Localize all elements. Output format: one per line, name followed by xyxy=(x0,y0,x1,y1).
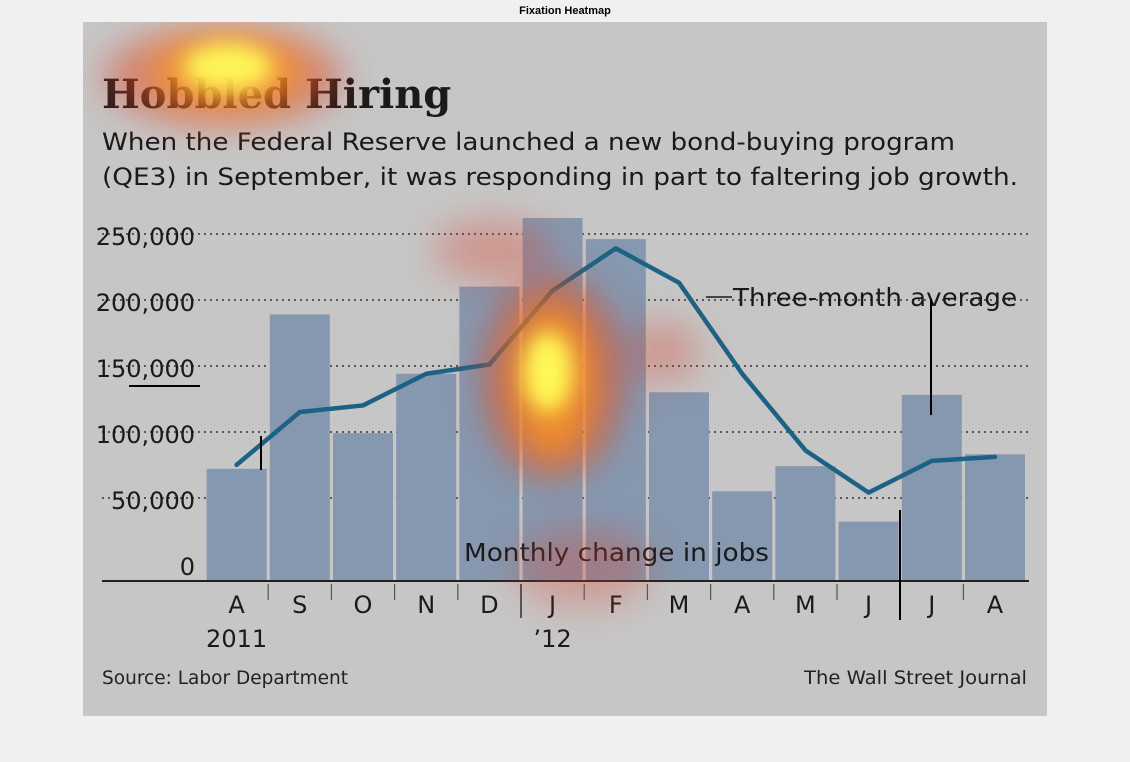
bar xyxy=(649,392,709,581)
y-tick-label: 250,000 xyxy=(96,223,195,251)
x-tick-label: O xyxy=(354,591,373,619)
y-tick-label: 100,000 xyxy=(96,421,195,449)
x-tick-label: A xyxy=(987,591,1004,619)
y-axis-tick-labels: 0 50,000 100,000 150,000 200,000 250,000 xyxy=(96,223,195,581)
credit-note: The Wall Street Journal xyxy=(803,667,1027,689)
average-line-path xyxy=(234,246,998,495)
bars xyxy=(206,218,1025,581)
fixation-blob-title-hot xyxy=(183,43,273,91)
chart-subtitle-line-1: When the Federal Reserve launched a new … xyxy=(102,128,955,156)
y-tick-label: 200,000 xyxy=(96,289,195,317)
fixation-blob-right xyxy=(627,322,699,382)
line-series-label: Three-month average xyxy=(732,283,1017,312)
bar xyxy=(206,468,267,581)
x-tick-label: J xyxy=(547,591,556,619)
chart-panel: Hobbled Hiring When the Federal Reserve … xyxy=(83,22,1047,716)
x-tick-label: J xyxy=(926,591,935,619)
x-tick-label: J xyxy=(863,591,872,619)
chart-subtitle-line-2: (QE3) in September, it was responding in… xyxy=(102,163,1018,191)
x-tick-label: D xyxy=(480,591,498,619)
bar xyxy=(838,521,899,581)
fixation-heatmap xyxy=(103,29,699,607)
figure-title: Fixation Heatmap xyxy=(519,5,611,17)
bar xyxy=(775,466,836,581)
fixation-blob-center-hot xyxy=(524,332,572,412)
bar xyxy=(269,314,330,581)
y-tick-label: 150,000 xyxy=(96,355,195,383)
average-line xyxy=(234,246,998,495)
bar xyxy=(396,373,457,581)
x-tick-label: M xyxy=(795,591,816,619)
fixation-blob-lower xyxy=(513,527,653,607)
bar xyxy=(965,454,1025,581)
bar xyxy=(712,491,773,581)
bar xyxy=(333,433,393,581)
y-tick-label: 50,000 xyxy=(111,487,195,515)
x-tick-label: M xyxy=(669,591,690,619)
annotation-strokes xyxy=(129,299,932,620)
x-year-label: 2011 xyxy=(206,625,267,653)
jobs-chart: Hobbled Hiring When the Federal Reserve … xyxy=(96,29,1029,689)
y-tick-label: 0 xyxy=(180,553,195,581)
x-tick-label: A xyxy=(228,591,245,619)
source-note: Source: Labor Department xyxy=(102,667,348,689)
x-tick-label: N xyxy=(417,591,435,619)
x-tick-label: S xyxy=(292,591,307,619)
x-tick-label: A xyxy=(734,591,751,619)
bar xyxy=(901,394,962,581)
x-year-label: ’12 xyxy=(534,625,572,653)
fixation-blob-upper xyxy=(433,220,553,280)
